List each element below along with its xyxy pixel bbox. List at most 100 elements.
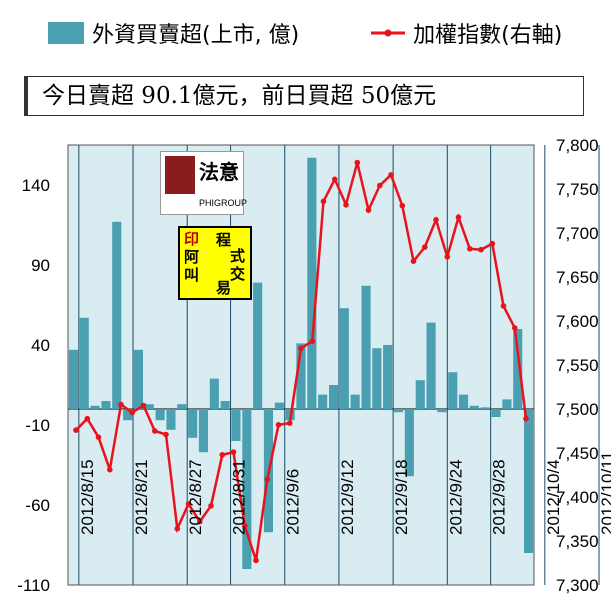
index-point: [523, 415, 529, 422]
logo-stamp-a: 印: [184, 230, 200, 248]
index-point: [399, 202, 406, 209]
bar: [524, 409, 534, 553]
index-point: [365, 207, 372, 213]
bar: [79, 317, 89, 409]
bar: [361, 285, 371, 409]
index-point: [489, 240, 496, 247]
index-point: [422, 244, 428, 250]
index-point: [174, 525, 181, 532]
index-point: [264, 476, 271, 483]
right-axis-tick-label: 7,300: [556, 576, 599, 595]
legend-line-swatch: [371, 29, 406, 37]
logo-stamp-c: 叫: [184, 266, 200, 284]
index-point: [95, 434, 102, 441]
summary-text: 今日賣超 90.1億元，前日買超 50億元: [42, 83, 437, 109]
bar: [166, 409, 176, 430]
right-axis-tick-label: 7,600: [556, 312, 599, 331]
index-point: [467, 246, 473, 252]
bar: [318, 394, 328, 409]
x-axis-tick-label: 2012/10/4: [544, 459, 563, 535]
phigroup-logo-mark: [165, 156, 195, 194]
legend-line-label: 加權指數(右軸): [413, 23, 563, 48]
left-axis-tick-label: -60: [25, 496, 50, 515]
left-axis-tick-label: -10: [25, 416, 50, 435]
index-point: [444, 253, 451, 260]
x-axis-tick-label: 2012/9/12: [338, 459, 357, 535]
index-point: [298, 345, 304, 352]
plot-border: [67, 144, 535, 586]
index-point: [332, 176, 338, 183]
left-axis-tick-label: 90: [31, 256, 50, 275]
bar: [188, 409, 198, 438]
logo-stamp-b: 阿: [184, 248, 200, 266]
logo-text-4: 易: [216, 279, 232, 297]
left-axis-tick-label: 40: [31, 336, 50, 355]
bar: [296, 343, 306, 409]
bar: [491, 409, 501, 417]
bar: [155, 409, 165, 421]
index-point: [343, 202, 349, 208]
x-axis-tick-label: 2012/9/24: [446, 459, 465, 535]
bar: [469, 405, 479, 409]
bar: [177, 404, 187, 409]
bar: [372, 348, 382, 409]
index-point: [185, 501, 192, 507]
index-point: [118, 401, 124, 408]
program-trading-logo: 印 阿 叫 程 式 交 易: [178, 226, 252, 300]
right-axis-tick-label: 7,550: [556, 356, 599, 375]
chart-legend: 外資買賣超(上市, 億) 加權指數(右軸): [48, 16, 562, 50]
bar: [329, 385, 339, 409]
bar: [209, 378, 219, 409]
index-point: [219, 452, 226, 458]
left-axis-tick-label: -110: [17, 576, 50, 595]
bar: [144, 404, 154, 409]
right-axis-tick-label: 7,700: [556, 224, 599, 243]
index-point: [320, 198, 327, 205]
phigroup-logo-subtext: PHIGROUP: [199, 198, 248, 208]
index-point: [129, 409, 136, 416]
bar: [502, 399, 512, 409]
logo-text-1: 程: [216, 231, 232, 249]
bar: [448, 372, 458, 409]
x-axis-tick-label: 2012/9/28: [490, 459, 509, 535]
right-axis-tick-label: 7,350: [556, 532, 599, 551]
index-point: [410, 258, 417, 265]
right-axis-tick-label: 7,400: [556, 488, 599, 507]
right-axis-tick-label: 7,800: [556, 136, 599, 155]
index-point: [309, 338, 316, 345]
index-point: [388, 172, 394, 178]
bar: [437, 409, 447, 413]
index-point: [253, 557, 259, 564]
x-axis-tick-label: 2012/9/6: [284, 469, 303, 535]
bar: [459, 394, 469, 409]
right-axis-tick-label: 7,750: [556, 180, 599, 199]
index-point: [242, 523, 248, 529]
bar: [101, 401, 111, 409]
bar: [220, 401, 230, 409]
index-point: [478, 246, 484, 253]
x-axis-tick-label: 2012/8/15: [78, 459, 97, 535]
bar: [383, 345, 393, 409]
bar: [231, 409, 241, 441]
index-point: [512, 325, 518, 331]
x-axis-tick-label: 2012/10/11: [598, 451, 611, 535]
bar: [513, 329, 523, 409]
index-point: [230, 449, 237, 455]
index-point: [500, 303, 507, 309]
bar: [394, 409, 404, 413]
legend-bar-label: 外資買賣超(上市, 億): [92, 23, 300, 48]
index-point: [140, 402, 147, 409]
logo-text-2: 式: [230, 247, 246, 265]
right-axis-tick-label: 7,500: [556, 400, 599, 419]
bar: [123, 409, 133, 421]
index-point: [433, 217, 439, 223]
x-axis-tick-label: 2012/8/21: [132, 459, 151, 535]
phigroup-logo-text: 法意: [199, 160, 239, 184]
phigroup-logo: 法意 PHIGROUP: [160, 151, 248, 215]
right-axis-tick-label: 7,450: [556, 444, 599, 463]
index-point: [377, 182, 383, 189]
bar: [242, 409, 252, 569]
bar: [90, 405, 100, 409]
legend-bar-swatch: [48, 22, 84, 44]
